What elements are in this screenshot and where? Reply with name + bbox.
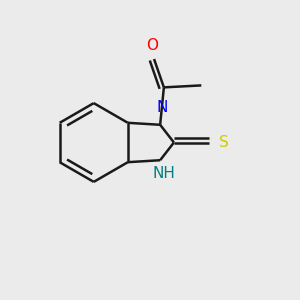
Text: O: O (146, 38, 158, 53)
Text: S: S (219, 135, 229, 150)
Text: N: N (156, 100, 168, 116)
Text: NH: NH (152, 166, 175, 181)
